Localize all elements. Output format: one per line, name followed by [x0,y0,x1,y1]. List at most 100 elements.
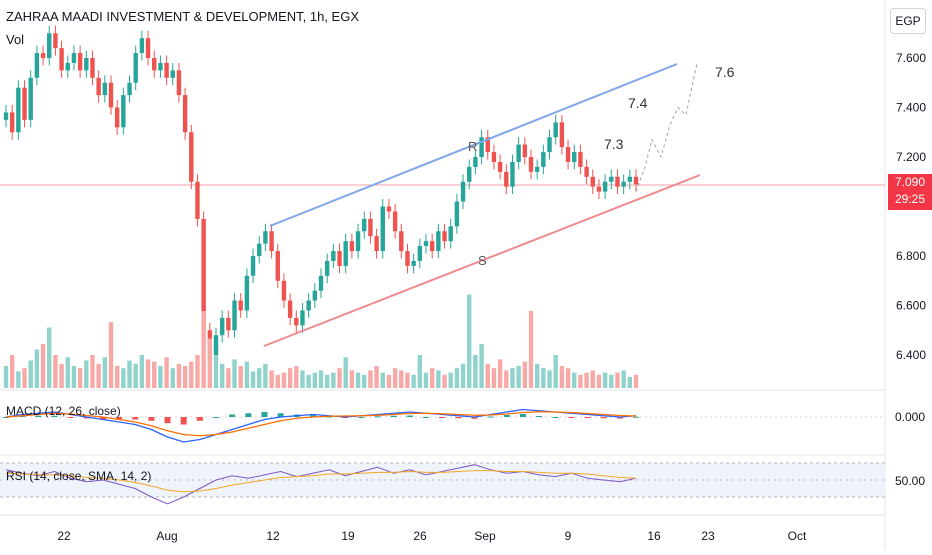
volume-bar [139,355,145,388]
candle [238,300,243,311]
volume-bar [547,370,552,388]
macd-label[interactable]: MACD (12, 26, close) [6,404,121,418]
target-label: 7.4 [628,95,648,111]
price-tick-label: 7.600 [896,51,926,65]
volume-bar [269,370,274,388]
candle [621,181,626,187]
volume-bar [275,374,280,388]
volume-bar [40,344,46,388]
volume-bar [102,357,108,388]
candle [189,132,194,182]
volume-bar [47,327,52,388]
volume-bar [306,374,311,388]
candle [473,157,478,167]
candle [368,218,373,237]
volume-bar [207,338,213,388]
candle [534,166,540,172]
candle [362,218,367,232]
macd-histogram-bar [584,417,591,418]
support-label: S [478,253,487,268]
macd-histogram-bar [503,415,510,417]
candle [411,260,416,266]
volume-bar [615,372,620,388]
candle [324,260,330,276]
volume-bar [238,366,243,388]
volume-bar [145,359,151,388]
macd-histogram-bar [99,417,106,420]
candle [355,231,361,252]
candle [522,144,528,157]
currency-button[interactable]: EGP [890,8,926,34]
candle [504,171,509,187]
candle [312,290,318,301]
rsi-line [5,464,637,505]
candle [244,275,250,311]
macd-histogram-bar [196,417,203,421]
macd-histogram-bar [390,415,397,417]
candle [423,241,429,247]
macd-histogram-bar [600,417,607,419]
candle [127,82,132,96]
volume-bar [386,374,392,388]
candle [318,275,324,291]
volume-bar [343,357,348,388]
time-tick-label: 16 [647,529,661,543]
macd-histogram-bar [487,416,494,418]
volume-bar [114,366,120,388]
candle [596,186,602,192]
macd-histogram-bar [164,417,171,424]
candle [287,300,293,318]
candle [170,70,175,78]
volume-bar [53,355,58,388]
volume-bar [423,372,429,388]
symbol-title: ZAHRAA MAADI INVESTMENT & DEVELOPMENT, 1… [6,9,360,24]
candle [250,256,256,276]
macd-histogram-bar [51,415,58,417]
volume-bar [355,372,361,388]
volume-bar [553,355,558,388]
rsi-label[interactable]: RSI (14, close, SMA, 14, 2) [6,469,152,483]
candle [436,231,441,252]
volume-bar [121,368,126,388]
volume-bar [59,363,64,388]
volume-bar [349,370,355,388]
volume-bar [633,374,639,388]
volume-bar [491,368,497,388]
candle [374,236,379,252]
candle [176,70,182,96]
volume-bar [250,371,256,388]
candle [479,137,484,157]
macd-histogram-bar [67,417,74,418]
candle [467,166,472,182]
macd-histogram-bar [423,417,429,418]
macd-signal-line [5,411,637,437]
candle [380,206,385,252]
volume-bar [392,368,398,388]
macd-histogram-bar [552,417,559,418]
volume-bar [3,366,9,388]
candle [572,152,577,162]
volume-bar [510,368,515,388]
macd-histogram-bar [180,417,187,425]
macd-histogram-bar [35,415,42,417]
target-label: 7.6 [715,64,735,80]
macd-histogram-bar [132,417,139,420]
volume-bar [627,377,633,388]
volume-bar [294,366,299,388]
macd-histogram-bar [245,413,252,417]
time-tick-label: 9 [565,529,572,543]
volume-bar [368,370,373,388]
candle [590,176,595,187]
candle [9,112,15,133]
volume-bar [300,370,305,388]
candle [102,82,108,96]
volume-bar [263,363,268,388]
candle [201,218,206,331]
volume-bar [158,366,163,388]
volume-bar [77,368,83,388]
candle [71,53,77,63]
macd-line [5,408,637,443]
candle [213,335,219,355]
